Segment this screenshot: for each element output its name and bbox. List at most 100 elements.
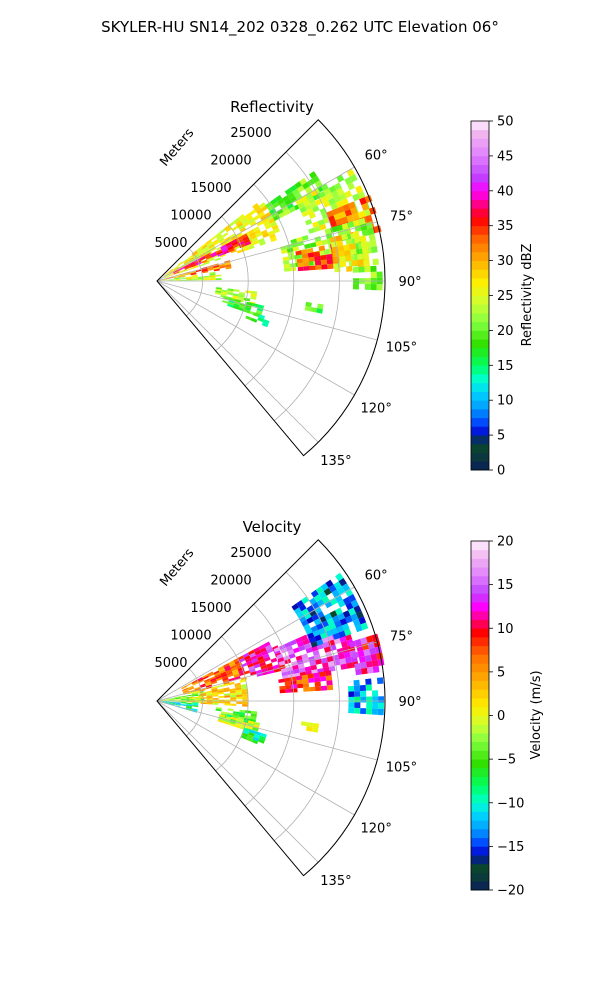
radar-cell <box>331 208 340 216</box>
colorbar-tick-label: 10 <box>497 394 514 409</box>
radar-cell <box>282 256 289 261</box>
colorbar-swatch <box>471 286 489 296</box>
radar-cell <box>221 711 228 715</box>
radar-cell <box>257 655 264 661</box>
colorbar-swatch <box>471 225 489 235</box>
radar-cell <box>219 253 226 258</box>
radar-cell <box>314 681 321 687</box>
radar-cell <box>276 653 284 659</box>
radar-cell <box>301 210 309 218</box>
radar-cell <box>164 275 171 279</box>
radar-cell <box>252 736 260 742</box>
radar-cell <box>254 731 262 736</box>
radar-cell <box>336 625 344 633</box>
radar-cell <box>310 625 318 633</box>
radar-cell <box>235 689 242 693</box>
radar-cell <box>337 599 346 608</box>
radar-cell <box>183 259 189 264</box>
radar-cell <box>350 207 358 215</box>
radar-cell <box>182 688 189 692</box>
colorbar-swatch <box>471 567 489 577</box>
radar-cell <box>199 255 206 260</box>
radar-cell <box>310 189 319 197</box>
radar-cell <box>328 185 337 193</box>
radar-cell <box>300 721 308 727</box>
radar-cell <box>341 198 349 206</box>
colorbar-swatch <box>471 628 489 638</box>
radar-cell <box>253 663 261 669</box>
radar-cell <box>354 638 362 647</box>
radar-cell <box>309 265 316 271</box>
radar-cell <box>252 312 260 318</box>
radar-cell <box>197 678 204 683</box>
radar-cell <box>243 309 251 314</box>
radar-cell <box>170 273 176 277</box>
radar-cell <box>340 216 349 224</box>
radar-cell <box>319 676 327 682</box>
radar-cell <box>181 269 187 272</box>
radar-cell <box>288 653 296 659</box>
radar-cell <box>232 669 239 674</box>
sector-frame <box>156 119 386 457</box>
radar-cell <box>286 645 293 652</box>
radar-cell <box>168 703 175 705</box>
radar-cell <box>192 704 199 706</box>
radar-cell <box>243 297 251 302</box>
radar-cell <box>333 256 340 263</box>
radar-cell <box>162 698 169 701</box>
radar-cell <box>178 275 185 278</box>
radar-cell <box>211 253 218 258</box>
radar-cell <box>214 672 221 677</box>
radar-cell <box>251 303 259 308</box>
echo-region <box>348 677 385 716</box>
colorbar-tick-label: 20 <box>497 535 514 550</box>
radar-cell <box>358 266 365 273</box>
radar-cell <box>298 667 306 673</box>
radar-cell <box>239 678 247 683</box>
radar-cell <box>348 607 356 616</box>
colorbar-swatch <box>471 663 489 673</box>
radar-cell <box>192 680 198 685</box>
radar-cell <box>182 689 189 693</box>
radar-cell <box>330 202 338 211</box>
radar-cell <box>315 658 322 665</box>
radar-cell <box>296 236 303 243</box>
radar-cell <box>204 248 211 254</box>
radar-cell <box>292 188 300 196</box>
radar-cell <box>244 715 251 719</box>
radar-cell <box>360 661 367 669</box>
radar-cell <box>299 177 307 186</box>
radar-cell <box>188 701 195 703</box>
radar-cell <box>345 255 352 262</box>
echo-region <box>162 271 222 281</box>
radar-cell <box>162 702 169 704</box>
radar-cell <box>174 278 181 280</box>
radar-cell <box>222 232 229 238</box>
radar-cell <box>189 258 195 263</box>
radar-cell <box>242 652 250 658</box>
colorbar-swatch <box>471 147 489 157</box>
radar-cell <box>312 205 320 213</box>
radar-cell <box>173 276 179 279</box>
radar-cell <box>233 289 240 292</box>
radar-cell <box>337 612 346 621</box>
radar-cell <box>162 699 169 701</box>
radar-cell <box>186 696 193 699</box>
radar-cell <box>305 301 312 308</box>
radar-cell <box>248 732 255 737</box>
radar-cell <box>319 223 327 231</box>
colorbar-swatch <box>471 321 489 331</box>
radar-cell <box>337 245 345 252</box>
radar-cell <box>369 647 377 655</box>
radar-cell <box>227 288 234 292</box>
radar-cell <box>235 236 243 242</box>
radar-cell <box>228 221 236 227</box>
radar-cell <box>187 685 194 689</box>
radar-cell <box>253 733 261 739</box>
radar-cell <box>349 243 356 250</box>
radar-cell <box>192 703 199 705</box>
radar-cell <box>261 217 269 224</box>
colorbar-swatch <box>471 855 489 865</box>
radar-cell <box>270 236 277 243</box>
radar-cell <box>194 697 201 700</box>
